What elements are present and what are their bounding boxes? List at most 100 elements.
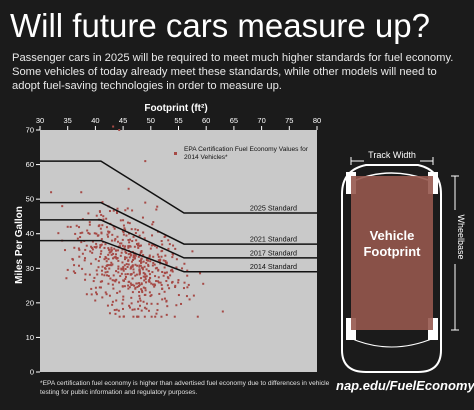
- data-point: [72, 270, 75, 273]
- data-point: [143, 279, 146, 282]
- data-point: [138, 294, 141, 297]
- data-point: [109, 277, 112, 280]
- data-point: [90, 246, 93, 249]
- data-point: [92, 280, 95, 283]
- data-point: [126, 265, 129, 268]
- data-point: [140, 283, 143, 286]
- data-point: [106, 274, 109, 277]
- data-point: [177, 294, 180, 297]
- data-point: [122, 267, 125, 270]
- data-point: [106, 270, 109, 273]
- data-point: [99, 280, 102, 283]
- data-point: [186, 274, 189, 277]
- data-point: [88, 232, 91, 235]
- data-point: [154, 284, 157, 287]
- footprint-label-1: Vehicle: [370, 228, 415, 243]
- data-point: [97, 234, 100, 237]
- data-point: [61, 205, 64, 208]
- data-point: [141, 266, 144, 269]
- data-point: [138, 297, 141, 300]
- data-point: [100, 232, 103, 235]
- data-point: [122, 266, 125, 269]
- data-point: [166, 276, 169, 279]
- data-point: [95, 269, 98, 272]
- data-point: [164, 272, 167, 275]
- data-point: [108, 267, 111, 270]
- x-tick-label: 70: [257, 116, 265, 125]
- data-point: [169, 274, 172, 277]
- data-point: [85, 244, 88, 247]
- data-point: [106, 264, 109, 267]
- data-point: [135, 273, 138, 276]
- data-point: [171, 268, 174, 271]
- data-point: [81, 252, 84, 255]
- data-point: [107, 247, 110, 250]
- data-point: [127, 187, 130, 190]
- data-point: [188, 298, 191, 301]
- data-point: [146, 259, 149, 262]
- data-point: [154, 315, 157, 318]
- data-point: [117, 240, 120, 243]
- data-point: [110, 250, 113, 253]
- data-point: [85, 293, 88, 296]
- data-point: [74, 271, 77, 274]
- data-point: [140, 288, 143, 291]
- data-point: [101, 265, 104, 268]
- footnote: *EPA certification fuel economy is highe…: [40, 380, 330, 396]
- data-point: [161, 270, 164, 273]
- data-point: [131, 264, 134, 267]
- data-point: [162, 259, 165, 262]
- y-axis-title: Miles Per Gallon: [14, 206, 25, 284]
- data-point: [138, 269, 141, 272]
- standard-label: 2014 Standard: [250, 262, 297, 271]
- standard-line: [40, 239, 317, 273]
- data-point: [101, 201, 104, 204]
- data-point: [126, 221, 129, 224]
- wheelbase-label: Wheelbase: [456, 214, 466, 259]
- data-point: [151, 271, 154, 274]
- data-point: [117, 249, 120, 252]
- data-point: [123, 258, 126, 261]
- data-point: [115, 278, 118, 281]
- data-point: [156, 280, 159, 283]
- data-point: [159, 258, 162, 261]
- data-point: [114, 312, 117, 315]
- data-point: [141, 268, 144, 271]
- data-point: [141, 291, 144, 294]
- data-point: [130, 296, 133, 299]
- data-point: [143, 315, 146, 318]
- data-point: [148, 273, 151, 276]
- data-point: [131, 259, 134, 262]
- data-point: [96, 273, 99, 276]
- data-point: [164, 259, 167, 262]
- data-point: [121, 238, 124, 241]
- data-point: [124, 275, 127, 278]
- data-point: [150, 244, 153, 247]
- data-point: [131, 291, 134, 294]
- data-point: [123, 285, 126, 288]
- data-point: [165, 300, 168, 303]
- data-point: [104, 271, 107, 274]
- data-point: [154, 275, 157, 278]
- data-point: [127, 259, 130, 262]
- data-point: [90, 287, 93, 290]
- data-point: [128, 222, 131, 225]
- credit-link[interactable]: nap.edu/FuelEconomy: [336, 378, 474, 393]
- data-point: [112, 252, 115, 255]
- data-point: [128, 241, 131, 244]
- standard-line: [40, 160, 317, 214]
- data-point: [182, 287, 185, 290]
- data-point: [147, 309, 150, 312]
- data-point: [107, 253, 110, 256]
- intro-text: Passenger cars in 2025 will be required …: [12, 52, 454, 93]
- data-point: [160, 283, 163, 286]
- data-point: [93, 246, 96, 249]
- data-point: [152, 221, 155, 224]
- data-point: [149, 276, 152, 279]
- data-point: [117, 265, 120, 268]
- data-point: [73, 246, 76, 249]
- data-point: [142, 231, 145, 234]
- data-point: [144, 276, 147, 279]
- data-point: [150, 294, 153, 297]
- data-point: [171, 253, 174, 256]
